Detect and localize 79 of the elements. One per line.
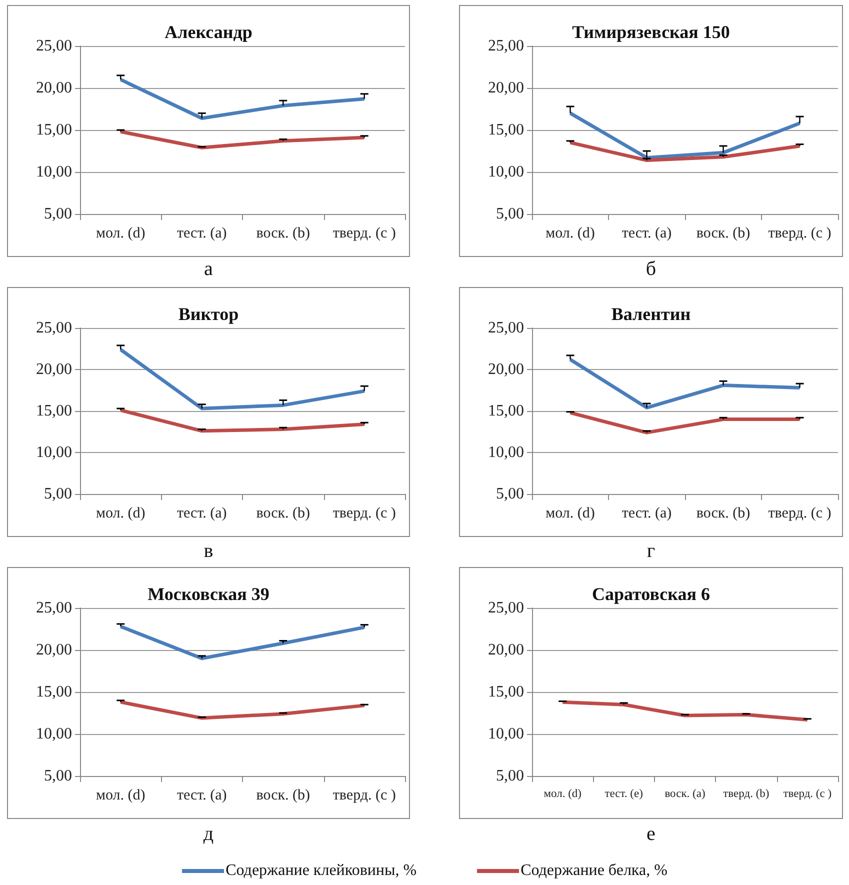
y-tick-label: 25,00 bbox=[488, 600, 524, 616]
chart-title: Саратовская 6 bbox=[592, 584, 710, 604]
line-series bbox=[118, 348, 366, 410]
y-tick-label: 15,00 bbox=[488, 122, 524, 138]
text: г bbox=[646, 540, 656, 563]
y-tick-label: 15,00 bbox=[36, 122, 72, 138]
line-series bbox=[118, 700, 366, 720]
text: а bbox=[203, 258, 214, 281]
x-tick-label: воск. (b) bbox=[256, 506, 310, 522]
y-tick-label: 15,00 bbox=[36, 402, 72, 420]
y-tick-label: 25,00 bbox=[36, 600, 72, 616]
x-tick-label: мол. (d) bbox=[546, 226, 595, 242]
x-tick-label: тест. (a) bbox=[622, 506, 672, 522]
x-tick-label: воск. (b) bbox=[696, 506, 750, 522]
x-tick-label: воск. (b) bbox=[256, 788, 310, 804]
y-tick-label: 10,00 bbox=[36, 164, 72, 180]
y-tick-label: 25,00 bbox=[36, 320, 72, 336]
y-tick-label: 10,00 bbox=[488, 164, 524, 180]
text: д bbox=[202, 823, 215, 846]
y-tick-label: 25,00 bbox=[36, 38, 72, 54]
y-tick-label: 20,00 bbox=[488, 642, 524, 658]
y-tick-label: 5,00 bbox=[44, 206, 72, 222]
y-tick-label: 20,00 bbox=[488, 80, 524, 96]
x-tick-label: воск. (b) bbox=[696, 226, 750, 242]
x-tick-label: тест. (a) bbox=[176, 226, 227, 242]
y-tick-label: 5,00 bbox=[496, 768, 524, 784]
text: б bbox=[644, 258, 658, 281]
x-tick-label: мол. (d) bbox=[544, 788, 582, 800]
y-tick-label: 15,00 bbox=[488, 684, 524, 700]
line-series bbox=[118, 130, 366, 150]
y-tick-label: 20,00 bbox=[36, 80, 72, 96]
x-tick-label: мол. (d) bbox=[96, 226, 146, 242]
legend-label: Содержание белка, % bbox=[520, 862, 668, 880]
x-tick-label: тест. (a) bbox=[176, 788, 227, 804]
x-tick-label: тест. (a) bbox=[622, 226, 672, 242]
text: в bbox=[202, 540, 214, 563]
y-tick-label: 10,00 bbox=[488, 444, 524, 461]
x-tick-label: тверд. (c ) bbox=[768, 506, 832, 522]
x-tick-label: воск. (b) bbox=[256, 226, 310, 242]
x-tick-label: тверд. (b) bbox=[723, 788, 770, 800]
text: е bbox=[646, 823, 656, 846]
x-tick-label: тверд. (c ) bbox=[783, 788, 832, 800]
line-series bbox=[560, 700, 810, 722]
line-series bbox=[568, 358, 802, 410]
y-tick-label: 25,00 bbox=[488, 38, 524, 54]
line-series bbox=[568, 111, 802, 160]
y-tick-label: 10,00 bbox=[36, 726, 72, 742]
y-tick-label: 5,00 bbox=[44, 486, 72, 502]
legend-label: Содержание клейковины, % bbox=[226, 862, 417, 880]
y-tick-label: 20,00 bbox=[488, 361, 524, 378]
x-tick-label: мол. (d) bbox=[96, 506, 146, 522]
x-tick-label: тверд. (c ) bbox=[332, 226, 396, 242]
y-tick-label: 15,00 bbox=[488, 402, 524, 420]
y-tick-label: 20,00 bbox=[36, 361, 72, 378]
y-tick-label: 10,00 bbox=[36, 444, 72, 461]
chart-title: Тимирязевская 150 bbox=[572, 22, 730, 42]
chart-title: Александр bbox=[164, 22, 252, 42]
line-series bbox=[568, 140, 802, 162]
y-tick-label: 5,00 bbox=[496, 206, 524, 222]
y-tick-label: 5,00 bbox=[44, 768, 72, 784]
x-tick-label: тест. (a) bbox=[176, 506, 227, 522]
chart-title: Валентин bbox=[611, 304, 691, 324]
line-series bbox=[118, 624, 366, 660]
x-tick-label: тверд. (c ) bbox=[768, 226, 832, 242]
x-tick-label: тверд. (c ) bbox=[332, 506, 396, 522]
chart-title: Московская 39 bbox=[148, 584, 270, 604]
x-tick-label: тест. (e) bbox=[604, 788, 644, 800]
line-series bbox=[118, 78, 366, 120]
y-tick-label: 20,00 bbox=[36, 642, 72, 658]
x-tick-label: мол. (d) bbox=[546, 506, 595, 522]
chart-title: Виктор bbox=[178, 304, 239, 324]
y-tick-label: 25,00 bbox=[488, 320, 524, 336]
line-series bbox=[118, 408, 366, 433]
x-tick-label: воск. (a) bbox=[664, 788, 706, 800]
x-tick-label: тверд. (c ) bbox=[332, 788, 396, 804]
y-tick-label: 10,00 bbox=[488, 726, 524, 742]
x-tick-label: мол. (d) bbox=[96, 788, 146, 804]
y-tick-label: 5,00 bbox=[496, 486, 524, 502]
y-tick-label: 15,00 bbox=[36, 684, 72, 700]
